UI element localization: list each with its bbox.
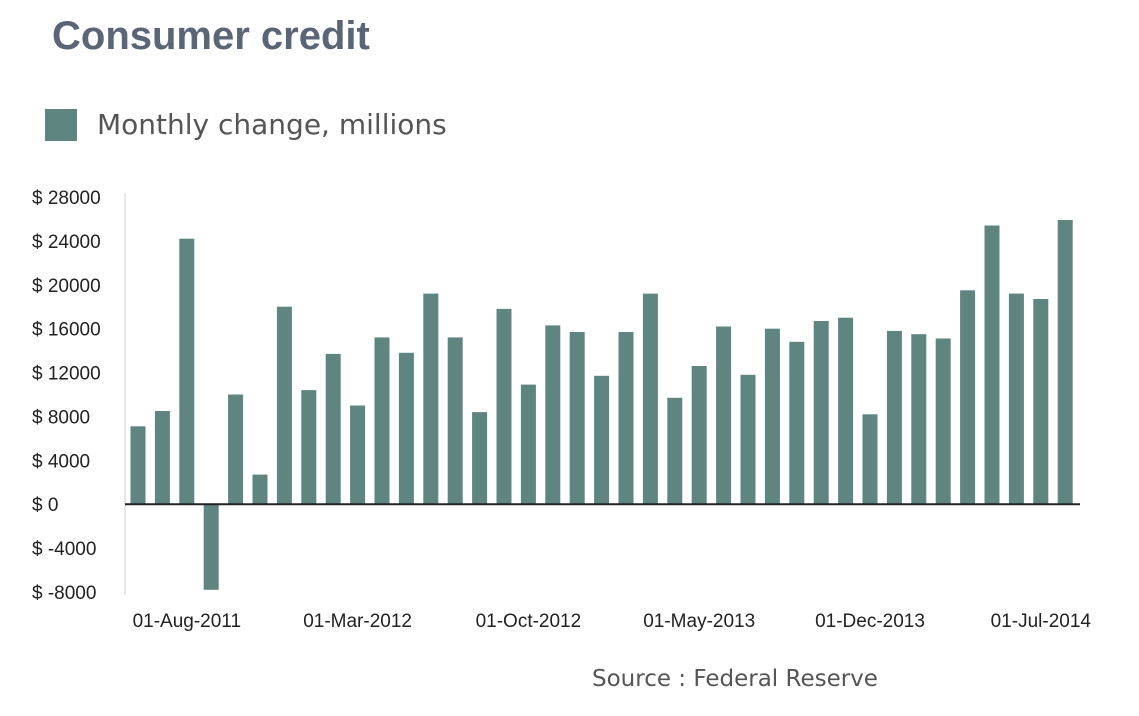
y-axis-labels: $ 28000 $ 24000 $ 20000 $ 16000 $ 12000 $ 800… [32, 188, 101, 604]
bar-Mar-2012 [350, 405, 366, 505]
chart-title: Consumer credit [52, 14, 370, 58]
y-tick-label: $ -8000 [32, 583, 96, 604]
bar-Aug-2014 [1057, 220, 1073, 505]
bar-Apr-2013 [667, 397, 683, 505]
bar-Jul-2012 [447, 337, 463, 505]
bar-Apr-2012 [374, 337, 390, 505]
bar-Mar-2014 [935, 338, 951, 505]
x-tick-label: 01-May-2013 [643, 611, 755, 632]
bar-Jun-2012 [423, 293, 439, 505]
bar-Jul-2011 [154, 411, 170, 505]
legend-label: Monthly change, millions [97, 108, 447, 141]
x-tick-label: 01-Jul-2014 [991, 611, 1092, 632]
bar-Jun-2014 [1008, 293, 1024, 505]
y-tick-label: $ 8000 [32, 407, 90, 428]
bar-Jan-2014 [886, 330, 902, 505]
bar-Aug-2013 [764, 328, 780, 505]
bar-Dec-2011 [276, 306, 292, 505]
bar-Dec-2013 [862, 414, 878, 505]
bar-Feb-2012 [325, 353, 341, 505]
y-tick-label: $ 20000 [32, 276, 101, 297]
bar-Dec-2012 [569, 332, 585, 505]
bar-May-2012 [398, 352, 414, 505]
x-axis-labels: 01-Aug-2011 01-Mar-2012 01-Oct-2012 01-May-… [133, 611, 1092, 632]
bar-May-2014 [984, 225, 1000, 505]
bar-Oct-2011 [228, 394, 244, 505]
bar-May-2013 [691, 366, 707, 505]
bar-Nov-2011 [252, 474, 268, 505]
y-tick-label: $ 16000 [32, 320, 101, 341]
legend-swatch [45, 108, 77, 141]
x-tick-label: 01-Mar-2012 [303, 611, 412, 632]
y-tick-label: $ 0 [32, 495, 58, 516]
bar-Jul-2013 [740, 374, 756, 505]
y-tick-label: $ 28000 [32, 188, 101, 209]
x-tick-label: 01-Aug-2011 [133, 611, 241, 632]
y-tick-label: $ 24000 [32, 232, 101, 253]
x-tick-label: 01-Dec-2013 [815, 611, 925, 632]
bar-Oct-2013 [813, 321, 829, 505]
bar-Jul-2014 [1033, 299, 1049, 505]
axes-group [124, 194, 1080, 595]
chart-legend: Monthly change, millions [45, 108, 447, 141]
bar-Feb-2014 [911, 334, 927, 505]
bar-Sep-2013 [789, 341, 805, 505]
bar-Jan-2013 [594, 375, 610, 505]
bar-group [130, 220, 1073, 590]
bar-Sep-2011 [203, 504, 219, 590]
source-note: Source : Federal Reserve [592, 666, 878, 692]
bar-Aug-2012 [472, 412, 488, 505]
y-tick-label: $ 4000 [32, 451, 90, 472]
bar-Nov-2012 [545, 325, 561, 505]
bar-Oct-2012 [520, 384, 536, 505]
bar-Nov-2013 [838, 317, 854, 505]
bar-Mar-2013 [642, 293, 658, 505]
bar-Feb-2013 [618, 332, 634, 505]
bar-Apr-2014 [960, 290, 976, 505]
bar-Jan-2012 [301, 390, 317, 505]
bar-Jun-2013 [716, 326, 732, 505]
y-tick-label: $ -4000 [32, 539, 96, 560]
bar-Jun-2011 [130, 426, 146, 505]
bar-Aug-2011 [179, 238, 195, 505]
x-tick-label: 01-Oct-2012 [476, 611, 582, 632]
y-tick-label: $ 12000 [32, 364, 101, 385]
bar-Sep-2012 [496, 308, 512, 505]
